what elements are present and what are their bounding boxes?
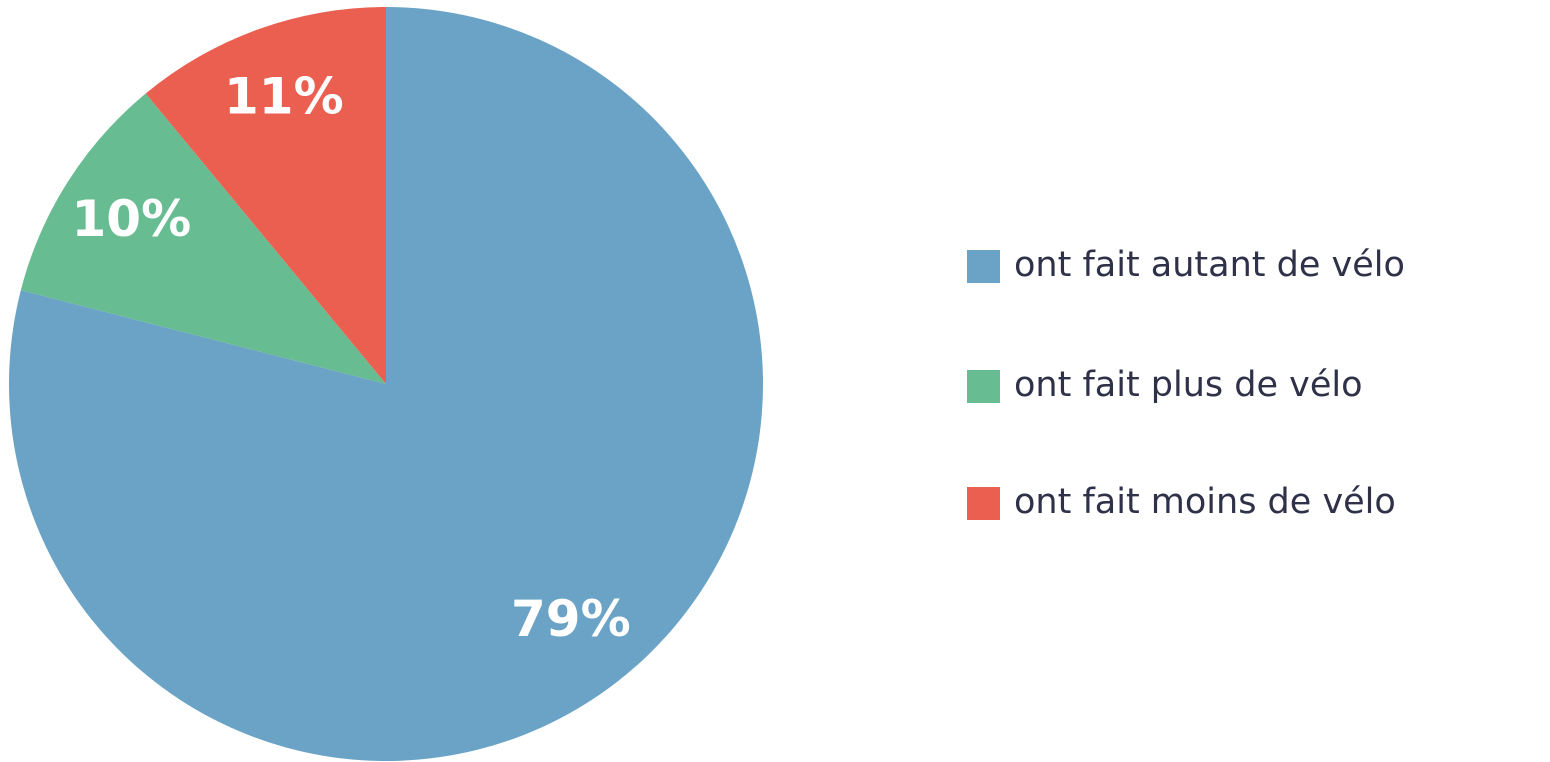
slice-label: 11% <box>224 68 344 126</box>
pie-slice <box>145 7 386 384</box>
pie-slice <box>20 93 387 384</box>
pie-slice <box>8 7 763 761</box>
slice-label: 79% <box>511 590 631 648</box>
legend-swatch <box>967 370 1000 403</box>
legend-label: ont fait moins de vélo <box>1014 482 1396 522</box>
legend-swatch <box>967 487 1000 520</box>
legend-label: ont fait plus de vélo <box>1014 365 1363 405</box>
legend-label: ont fait autant de vélo <box>1014 245 1405 285</box>
legend-swatch <box>967 250 1000 283</box>
slice-label: 10% <box>72 190 192 248</box>
